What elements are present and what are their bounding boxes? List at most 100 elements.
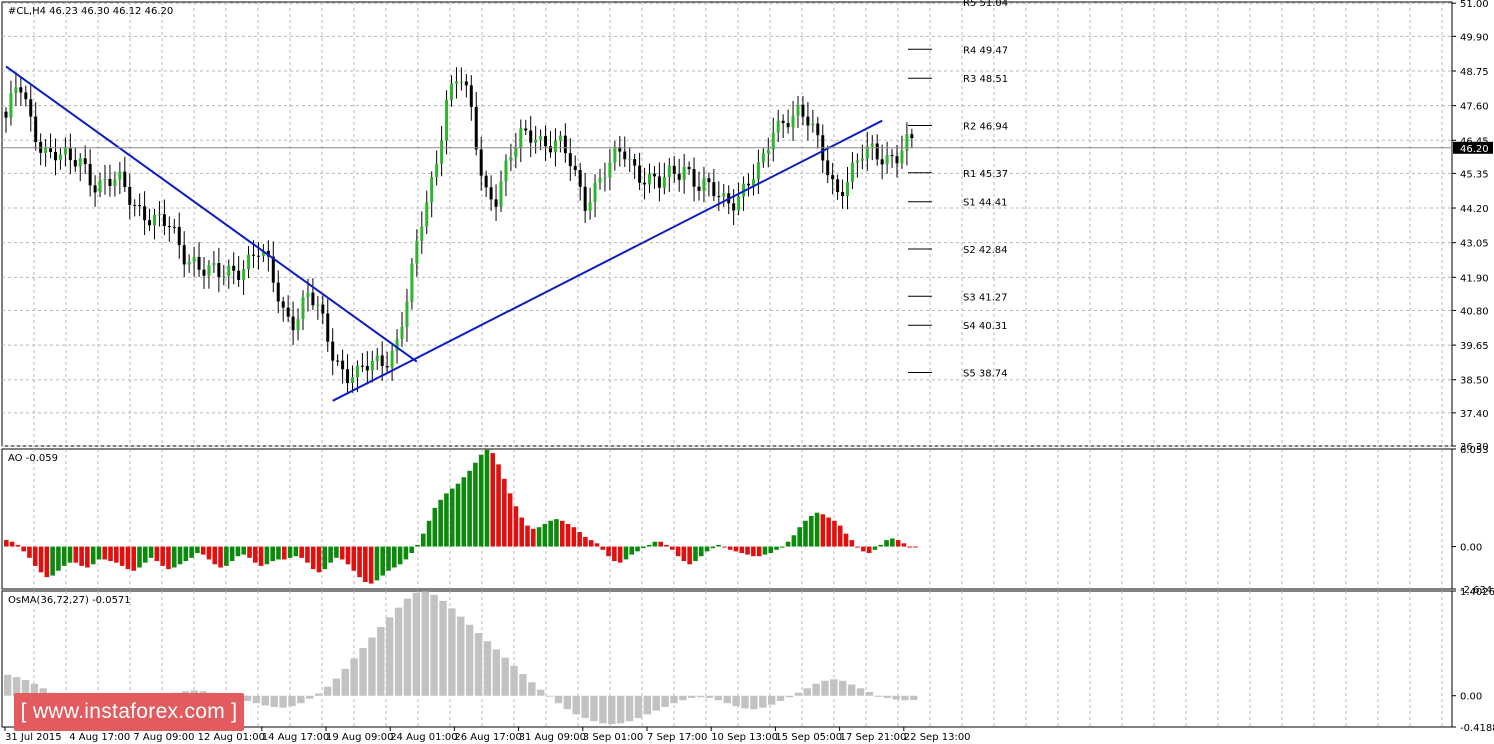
candle-body: [49, 148, 53, 152]
ao-bar: [693, 546, 698, 562]
candle-body: [445, 99, 449, 141]
osma-bar: [448, 608, 456, 696]
ao-bar: [148, 546, 154, 558]
candle-body: [380, 355, 384, 366]
ao-bar: [374, 546, 380, 581]
osma-bar: [892, 695, 900, 700]
candle-body: [336, 360, 340, 362]
ao-bar: [160, 546, 165, 566]
candle-body: [390, 350, 394, 368]
ao-bar: [4, 540, 9, 547]
ao-bar: [102, 546, 108, 560]
candle-body: [261, 250, 265, 256]
ao-bar: [85, 546, 90, 568]
ao-bar: [710, 546, 716, 549]
ao-bar: [229, 546, 235, 562]
candle-body: [568, 153, 572, 167]
x-tick-label: 14 Aug 17:00: [262, 732, 329, 743]
candle-body: [93, 185, 97, 193]
osma-bar: [661, 695, 669, 707]
candle-body: [469, 85, 473, 107]
candle-body: [608, 162, 612, 178]
ao-bar: [264, 546, 270, 565]
ao-bar: [629, 546, 635, 555]
osma-bar: [741, 695, 749, 709]
candle-body: [301, 297, 305, 319]
candle-body: [24, 92, 28, 100]
ao-bar: [322, 546, 328, 570]
ao-bar: [61, 546, 67, 566]
candle-body: [687, 166, 691, 170]
ao-bar: [803, 520, 808, 547]
osma-bar: [21, 680, 30, 696]
ao-bar: [131, 546, 137, 571]
osma-bar: [732, 695, 740, 707]
downtrend-trendline: [5, 65, 418, 363]
candle-body: [811, 123, 815, 126]
ao-bar: [345, 546, 351, 565]
ao-bar: [420, 533, 426, 547]
pivot-level-label: R3 48.51: [963, 74, 1008, 85]
ao-bar: [90, 546, 96, 565]
watermark: [ www.instaforex.com ]: [14, 693, 244, 731]
panel-frame: [1, 590, 1453, 728]
y-tick-label: 37.40: [1460, 409, 1489, 420]
candle-body: [900, 150, 904, 164]
osma-bar: [483, 641, 492, 696]
ao-bar: [339, 546, 345, 560]
osma-bar: [705, 695, 714, 698]
candle-body: [563, 135, 567, 154]
candle-body: [831, 175, 835, 180]
candle-body: [747, 183, 750, 186]
ao-bar: [635, 546, 640, 552]
candle-body: [256, 255, 260, 257]
osma-bar: [625, 695, 634, 722]
osma-bar: [759, 695, 767, 708]
candle-body: [573, 166, 577, 171]
ao-bar: [32, 546, 38, 566]
candle-body: [796, 104, 800, 116]
x-tick-label: 10 Sep 13:00: [711, 732, 778, 743]
panel-frame: [1, 448, 1453, 590]
osma-bar: [856, 688, 865, 696]
ao-bar: [536, 527, 542, 547]
candle-body: [756, 162, 760, 180]
candle-body: [707, 178, 711, 183]
candle-body: [266, 250, 270, 257]
candle-body: [227, 265, 231, 277]
candle-body: [405, 301, 409, 327]
candle-body: [875, 143, 879, 160]
osma-bar: [510, 665, 518, 696]
ao-bar: [808, 515, 814, 547]
pivot-level-label: S4 40.31: [963, 321, 1008, 332]
ao-bar: [762, 546, 768, 555]
candle-body: [167, 226, 171, 228]
y-tick-label: 51.00: [1460, 0, 1489, 10]
ao-bar: [820, 514, 826, 547]
candle-body: [544, 136, 548, 147]
candle-body: [331, 341, 335, 361]
candle-body: [19, 87, 23, 93]
y-tick-label: 36.30: [1460, 442, 1489, 453]
candle-body: [197, 256, 201, 270]
osma-bar: [723, 695, 731, 704]
candle-body: [98, 180, 102, 193]
ao-bar: [861, 546, 866, 552]
pivot-level-label: S2 42.84: [963, 245, 1008, 256]
ao-bar: [652, 541, 658, 547]
ao-bar: [449, 488, 455, 547]
ao-bar: [739, 546, 745, 553]
ao-bar: [530, 528, 536, 547]
ao-bar: [183, 546, 189, 562]
ao-bar: [507, 493, 513, 547]
candle-body: [905, 134, 909, 151]
x-tick-label: 7 Sep 17:00: [647, 732, 707, 743]
ao-bar: [785, 541, 791, 547]
candle-body: [484, 175, 488, 188]
osma-bar: [616, 695, 625, 724]
osma-bar: [4, 674, 12, 696]
osma-bar: [403, 598, 412, 696]
candle-body: [494, 199, 498, 207]
osma-bar: [12, 677, 21, 696]
ao-bar: [583, 536, 588, 547]
